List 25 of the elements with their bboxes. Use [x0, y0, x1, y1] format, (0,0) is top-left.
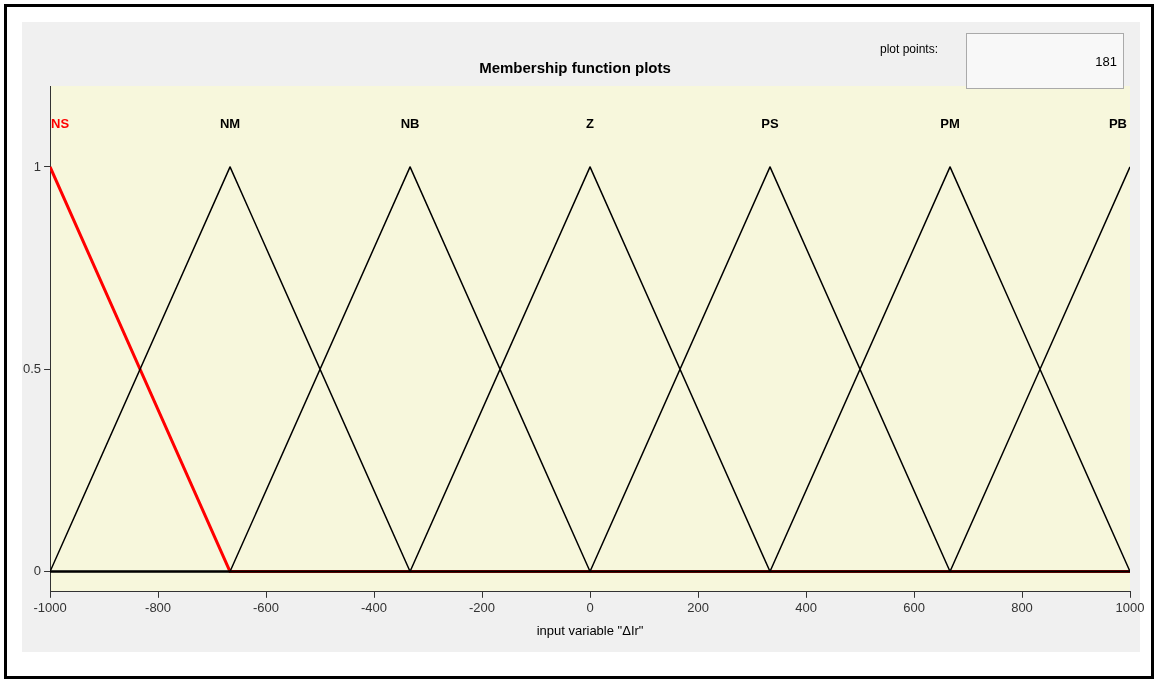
y-tick-label: 0	[33, 563, 42, 579]
text: NS	[51, 115, 70, 131]
x-tick-label: 1000	[1115, 600, 1145, 616]
x-tick-label: 600	[903, 600, 925, 616]
x-tick-label: -1000	[33, 600, 67, 616]
chart-title: Membership function plots	[479, 59, 671, 77]
text-field: 181	[966, 33, 1124, 89]
x-tick-label: 0	[586, 600, 594, 616]
x-tick-label: -200	[469, 600, 496, 616]
text: PS	[761, 115, 779, 131]
x-axis-title: input variable "ΔIr"	[536, 622, 644, 638]
text: PB	[1108, 115, 1127, 131]
y-tick-label: 1	[33, 158, 42, 174]
x-tick-label: -400	[361, 600, 388, 616]
text: PM	[940, 115, 960, 131]
x-tick-label: 400	[795, 600, 817, 616]
text: plot points:	[880, 42, 939, 56]
x-tick-label: -800	[145, 600, 172, 616]
text: NB	[400, 115, 420, 131]
x-tick-label: 200	[687, 600, 709, 616]
x-tick-label: 800	[1011, 600, 1033, 616]
y-tick-label: 0.5	[22, 360, 42, 376]
text: Z	[586, 115, 595, 131]
x-tick-label: -600	[253, 600, 280, 616]
text: NM	[219, 115, 241, 131]
